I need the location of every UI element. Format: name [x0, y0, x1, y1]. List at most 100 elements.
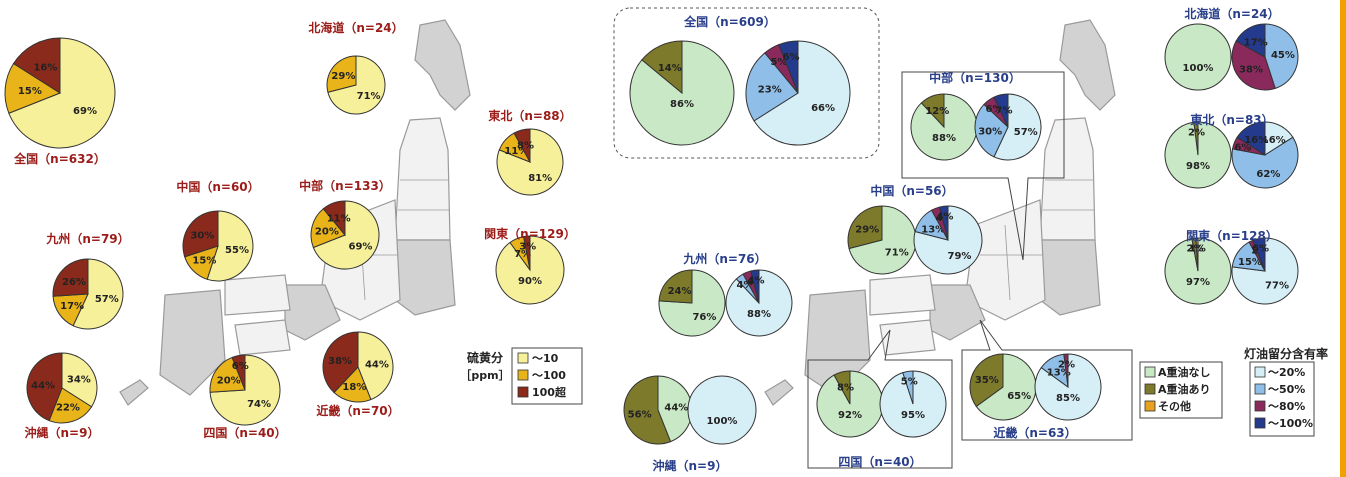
pie-slice: [333, 366, 372, 403]
pie-slice: [1164, 23, 1232, 91]
pie-slice-label: 88%: [932, 133, 956, 144]
pie-sulfur: 74% 20% 6%: [209, 354, 281, 426]
legend-swatch: [1254, 366, 1266, 378]
pie-slice-label: 69%: [73, 106, 97, 117]
pie-slice-label: 98%: [1186, 161, 1210, 172]
legend-label: ～100%: [1268, 417, 1313, 430]
pie-slice: [658, 269, 693, 304]
pie-slice-label: 12%: [925, 106, 949, 117]
map-region: [159, 289, 226, 396]
pie-slice-label: 6%: [232, 361, 249, 372]
region-label: 全国（n=609）: [683, 14, 776, 29]
japan-maps: [119, 19, 1116, 406]
pie-slice: [1195, 237, 1199, 272]
pie-slice-label: 81%: [528, 173, 552, 184]
pie-slice: [209, 356, 246, 393]
pie-slice-label: 79%: [947, 251, 971, 262]
legend-swatch: [1144, 383, 1156, 395]
pie-slice-label: 16%: [1262, 135, 1286, 146]
region-label: 沖縄（n=9）: [25, 425, 100, 440]
pie-slice-label: 86%: [670, 99, 694, 110]
legend-title: 灯油留分含有率: [1244, 346, 1328, 361]
pie-slice-label: 77%: [1265, 281, 1289, 292]
region-label: 東北（n=88）: [488, 108, 571, 123]
pie-slice: [1063, 353, 1069, 388]
legend-swatch: [1144, 366, 1156, 378]
region-label: 近畿（n=70）: [316, 403, 399, 418]
legend-label: ～50%: [1268, 383, 1305, 396]
pie-slice-label: 20%: [217, 376, 241, 387]
region-label: 九州（n=76）: [682, 251, 766, 266]
pie-slice-label: 14%: [658, 63, 682, 74]
map-region: [1039, 117, 1096, 241]
pie-kerosene: 66% 23% 5%6%: [745, 40, 851, 146]
pie-slice-label: 4: [747, 277, 754, 288]
pie-slice-label: 5%: [770, 57, 787, 68]
pie-fuel-type: 44% 56%: [623, 375, 693, 445]
map-region: [414, 19, 471, 111]
pie-slice-label: 5%: [901, 377, 918, 388]
pie-slice-label: 71%: [357, 91, 381, 102]
pie-slice: [513, 128, 531, 163]
region-label: 北海道（n=24）: [308, 20, 403, 35]
pie-kerosene: 88% 4%44%: [725, 269, 793, 337]
pie-slice: [1236, 121, 1266, 156]
pie-slice-label: 17%: [1244, 37, 1268, 48]
pie-slice: [1235, 23, 1266, 58]
pie-sulfur: 69% 15% 16%: [4, 37, 116, 149]
pie-slice-label: 4%: [748, 275, 765, 286]
pie-slice: [52, 258, 89, 297]
pie-slice-label: 38%: [1239, 65, 1263, 76]
pie-kerosene: 77% 15%26%: [1231, 237, 1299, 305]
frame-kinki: [961, 319, 1133, 441]
pie-sulfur: 57% 17% 26%: [52, 258, 124, 330]
region-label: 関東（n=128）: [1186, 228, 1278, 243]
pie-slice: [182, 210, 219, 258]
pie-slice-label: 29%: [331, 71, 355, 82]
frame-chubu: [901, 71, 1065, 261]
legend-label: その他: [1158, 399, 1191, 413]
pie-slice-label: 15%: [192, 256, 216, 267]
legend-label: ～100: [532, 369, 566, 382]
japan-map: [764, 19, 1116, 406]
pie-kerosene: 16%62%6%16%: [1231, 121, 1299, 189]
pie-slice: [231, 354, 246, 391]
region-label: 四国（n=40）: [203, 425, 286, 440]
pie-slice-label: 57%: [1014, 127, 1038, 138]
pie-fuel-type: 86% 14%: [629, 40, 735, 146]
pie-slice-label: 16%: [33, 62, 57, 73]
pie-slice: [206, 210, 254, 282]
map-border: [1004, 224, 1011, 301]
map-region: [1039, 239, 1101, 316]
pie-slice-label: 13%: [921, 225, 945, 236]
pie-slice-label: 8%: [517, 140, 534, 151]
pie-kerosene: 95% 5%: [879, 370, 947, 438]
legend-label: 100超: [532, 385, 567, 399]
pie-slice: [750, 269, 760, 304]
legend-swatch: [517, 386, 529, 398]
pie-slice: [523, 235, 531, 271]
legend-label: ～10: [532, 352, 559, 365]
pie-slice: [357, 331, 394, 401]
pie-slice-label: 4: [936, 213, 943, 224]
pie-slice: [969, 353, 1004, 408]
pie-sulfur: 55% 15% 30%: [182, 210, 254, 282]
pie-slice-label: 100%: [707, 416, 738, 427]
pie-slice-label: 29%: [855, 225, 879, 236]
pie-slice: [8, 37, 116, 149]
pie-slice-label: 38%: [328, 356, 352, 367]
pie-fuel-type: 88% 12%: [910, 93, 978, 161]
pie-slice-label: 76%: [692, 312, 716, 323]
pie-slice-label: 7%: [514, 249, 531, 260]
pie-slice: [322, 200, 346, 237]
pie-slice-label: 22%: [56, 402, 80, 413]
japan-map: [119, 19, 471, 406]
pie-slice-label: 24%: [668, 286, 692, 297]
pie-slice-label: 6%: [986, 104, 1003, 115]
legend-swatch: [517, 352, 529, 364]
pie-slice-label: 6%: [1234, 142, 1251, 153]
pie-slice-label: 88%: [747, 309, 771, 320]
pie-sulfur: 81% 11%8%: [496, 128, 564, 196]
pie-slice: [641, 40, 683, 95]
pie-slice: [326, 55, 357, 93]
